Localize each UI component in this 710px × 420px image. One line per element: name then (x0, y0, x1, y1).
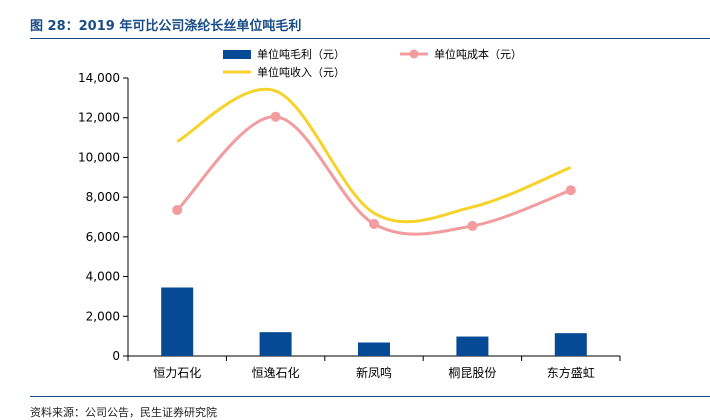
y-tick-label: 0 (112, 349, 120, 363)
x-tick-label: 恒逸石化 (252, 366, 300, 380)
source-note: 资料来源：公司公告，民生证券研究院 (30, 406, 217, 419)
y-tick-label: 4,000 (86, 270, 120, 284)
x-tick-label: 东方盛虹 (547, 365, 595, 380)
y-axis: 0 2,000 4,000 6,000 8,000 10,000 12,000 14,000 (78, 71, 129, 363)
legend-label: 单位吨毛利（元） (257, 47, 345, 61)
bar-gross-profit (358, 342, 390, 356)
y-tick-label: 2,000 (86, 309, 120, 323)
cost-marker (270, 111, 281, 122)
legend-label: 单位吨收入（元） (257, 65, 345, 79)
cost-marker (172, 205, 183, 216)
x-tick-label: 新凤鸣 (356, 365, 392, 380)
figure-title: 图 28：2019 年可比公司涤纶长丝单位吨毛利 (30, 19, 302, 34)
bar-gross-profit (554, 333, 587, 356)
cost-marker (369, 218, 379, 229)
bar-gross-profit (161, 287, 194, 356)
x-tick-label: 桐昆股份 (448, 366, 496, 380)
header-rule (30, 38, 710, 39)
legend-swatch-marker (409, 49, 419, 59)
x-axis: 恒力石化 恒逸石化 新凤鸣 桐昆股份 东方盛虹 (127, 355, 621, 380)
legend: 单位吨毛利（元） 单位吨成本（元） 单位吨收入（元） (223, 47, 522, 79)
y-tick-label: 6,000 (86, 230, 120, 244)
y-tick-label: 12,000 (78, 111, 120, 125)
legend-label: 单位吨成本（元） (434, 47, 522, 61)
cost-marker (467, 220, 478, 231)
revenue-line (176, 87, 572, 224)
y-tick-label: 10,000 (78, 150, 120, 164)
legend-swatch-bar (223, 50, 251, 59)
x-tick-label: 恒力石化 (153, 366, 201, 380)
cost-line (176, 115, 572, 236)
cost-marker (565, 185, 576, 196)
footer-rule (30, 396, 710, 397)
bar-series (161, 287, 587, 356)
bar-gross-profit (259, 332, 292, 356)
y-tick-label: 14,000 (78, 71, 120, 85)
bar-gross-profit (456, 336, 489, 356)
figure-header: 图 28：2019 年可比公司涤纶长丝单位吨毛利 (0, 0, 710, 40)
y-tick-label: 8,000 (86, 190, 120, 204)
line-series (172, 87, 576, 236)
